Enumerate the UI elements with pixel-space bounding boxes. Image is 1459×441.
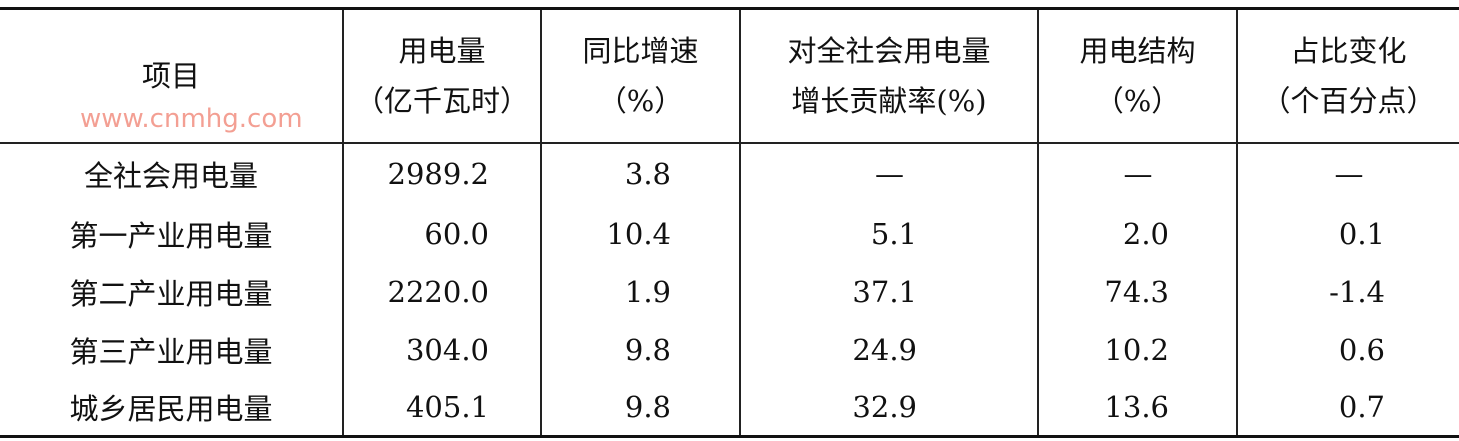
column-header: 项目: [0, 9, 343, 143]
column-header-line2: 增长贡献率(%): [791, 83, 987, 118]
header-row: 项目 用电量 （亿千瓦时） 同比增速 （%） 对全社会用电量 增长贡献率(%) 用电结构 （%）…: [0, 8, 1459, 143]
table-cell: 0.6: [1236, 320, 1459, 379]
row-label: 城乡居民用电量: [69, 391, 273, 426]
row-label: 全社会用电量: [83, 159, 258, 193]
table-cell: —: [1236, 142, 1459, 205]
column-header: 用电量 （亿千瓦时）: [342, 8, 541, 143]
column-header-line1: 对全社会用电量: [787, 33, 991, 68]
table-cell: 2.0: [1037, 204, 1237, 263]
table-cell: 0.1: [1236, 204, 1459, 263]
column-header-line1: 项目: [141, 58, 200, 93]
table-cell: —: [1037, 142, 1237, 205]
table-cell: 13.6: [1037, 378, 1237, 437]
table-cell: 37.1: [739, 262, 1038, 321]
column-header: 用电结构 （%）: [1037, 8, 1237, 143]
column-header: 占比变化 （个百分点）: [1236, 8, 1459, 143]
column-header-line1: 用电结构: [1079, 33, 1196, 68]
electricity-consumption-table: 项目 用电量 （亿千瓦时） 同比增速 （%） 对全社会用电量 增长贡献率(%) 用电结构 （%）…: [0, 7, 1459, 438]
row-label: 第二产业用电量: [69, 276, 273, 311]
table-row: 全社会用电量 2989.2 3.8— — —: [0, 142, 1459, 205]
table-cell: 24.9: [739, 320, 1038, 379]
column-header-line2: （%）: [597, 83, 684, 118]
table-cell: 74.3: [1037, 262, 1237, 321]
table-header: 项目 用电量 （亿千瓦时） 同比增速 （%） 对全社会用电量 增长贡献率(%) 用电结构 （%）…: [0, 8, 1459, 143]
table-row: 第一产业用电量 60.0 10.4 5.1 2.0 0.1: [0, 204, 1459, 263]
table-cell: —: [739, 142, 1038, 205]
table-cell: 304.0: [342, 320, 541, 379]
column-header: 对全社会用电量 增长贡献率(%): [739, 8, 1038, 143]
table-row: 第二产业用电量 2220.0 1.9 37.1 74.3 -1.4: [0, 262, 1459, 321]
table-cell: 9.8: [540, 320, 740, 379]
table-cell: 10.2: [1037, 320, 1237, 379]
table-body: 全社会用电量 2989.2 3.8— — — 第一产业用电量 60.0 10.4 5.1 2.0 0…: [0, 142, 1459, 437]
column-header-line2: （个百分点）: [1261, 83, 1436, 118]
table-cell: 9.8: [540, 378, 740, 437]
column-header-line1: 用电量: [398, 33, 486, 68]
column-header-line2: （亿千瓦时）: [354, 83, 529, 118]
table-cell: 5.1: [739, 204, 1038, 263]
column-header-line1: 占比变化: [1290, 33, 1407, 68]
table-cell: 0.7: [1236, 378, 1459, 437]
table-row: 城乡居民用电量 405.1 9.8 32.9 13.6 0.7: [0, 378, 1459, 437]
table-cell: 2989.2: [342, 142, 541, 205]
column-header: 同比增速 （%）: [540, 8, 740, 143]
table-cell: 10.4: [540, 204, 740, 263]
table-cell: 60.0: [342, 204, 541, 263]
column-header-line1: 同比增速: [582, 33, 699, 68]
table-row: 第三产业用电量 304.0 9.8 24.9 10.2 0.6: [0, 320, 1459, 379]
table-cell: 32.9: [739, 378, 1038, 437]
table-cell: 405.1: [342, 378, 541, 437]
row-label: 第三产业用电量: [69, 334, 273, 369]
column-header-line2: （%）: [1094, 83, 1181, 118]
row-label: 第一产业用电量: [69, 218, 273, 253]
table-cell: -1.4: [1236, 262, 1459, 321]
table-cell: 3.8: [540, 142, 740, 205]
table-cell: 1.9: [540, 262, 740, 321]
table-cell: 2220.0: [342, 262, 541, 321]
